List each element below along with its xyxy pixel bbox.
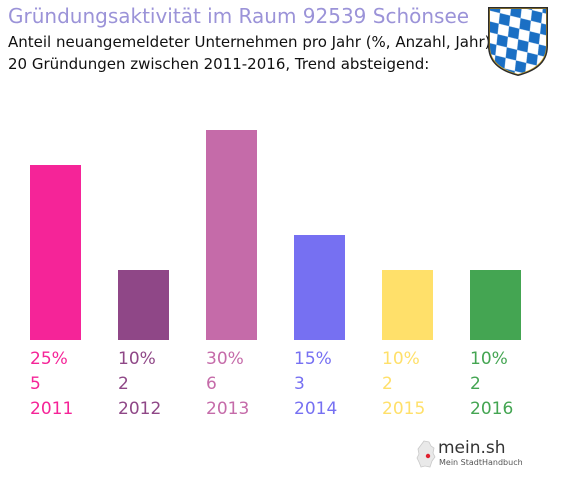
count-label-2014: 3 (294, 374, 305, 394)
bar-2013 (206, 130, 257, 340)
count-label-2016: 2 (470, 374, 481, 394)
chart-title: Gründungsaktivität im Raum 92539 Schönse… (8, 4, 470, 28)
year-label-2015: 2015 (382, 399, 425, 419)
bar-2012 (118, 270, 169, 340)
percent-label-2013: 30% (206, 349, 244, 369)
count-label-2011: 5 (30, 374, 41, 394)
percent-label-2014: 15% (294, 349, 332, 369)
year-label-2013: 2013 (206, 399, 249, 419)
bavaria-lozenge-crest-icon (488, 7, 548, 76)
bar-2016 (470, 270, 521, 340)
brand-logo: mein.sh Mein StadtHandbuch (412, 434, 532, 474)
brand-tagline: Mein StadtHandbuch (439, 458, 523, 467)
bar-2011 (30, 165, 81, 340)
year-label-2012: 2012 (118, 399, 161, 419)
count-label-2013: 6 (206, 374, 217, 394)
percent-label-2016: 10% (470, 349, 508, 369)
percent-label-2012: 10% (118, 349, 156, 369)
count-label-2012: 2 (118, 374, 129, 394)
chart-subtitle: Anteil neuangemeldeter Unternehmen pro J… (8, 33, 491, 51)
germany-map-icon (416, 440, 436, 468)
year-label-2011: 2011 (30, 399, 73, 419)
count-label-2015: 2 (382, 374, 393, 394)
year-label-2016: 2016 (470, 399, 513, 419)
percent-label-2011: 25% (30, 349, 68, 369)
chart-summary: 20 Gründungen zwischen 2011-2016, Trend … (8, 55, 430, 73)
year-label-2014: 2014 (294, 399, 337, 419)
percent-label-2015: 10% (382, 349, 420, 369)
bar-2014 (294, 235, 345, 340)
bar-2015 (382, 270, 433, 340)
brand-name: mein.sh (438, 438, 506, 458)
